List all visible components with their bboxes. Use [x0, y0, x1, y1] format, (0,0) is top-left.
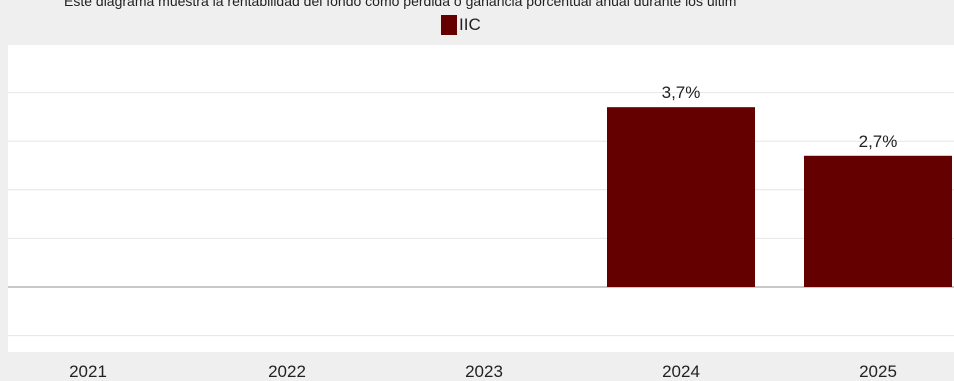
- x-tick-2025: 2025: [859, 362, 897, 381]
- legend-swatch: [441, 15, 457, 35]
- gridlines: [8, 45, 954, 352]
- data-label-2025: 2,7%: [859, 132, 898, 151]
- bar-2025: [804, 155, 952, 287]
- legend: IIC: [441, 14, 481, 36]
- x-tick-2021: 2021: [69, 362, 107, 381]
- legend-label: IIC: [459, 15, 481, 34]
- data-labels: 3,7% 2,7%: [662, 83, 898, 151]
- data-label-2024: 3,7%: [662, 83, 701, 102]
- x-axis-ticks: 2021 2022 2023 2024 2025: [69, 362, 897, 381]
- x-tick-2024: 2024: [662, 362, 700, 381]
- plot-background: [8, 45, 954, 352]
- bars: [607, 107, 952, 288]
- x-tick-2022: 2022: [268, 362, 306, 381]
- chart-caption: Este diagrama muestra la rentabilidad de…: [64, 0, 737, 9]
- x-tick-2023: 2023: [465, 362, 503, 381]
- bar-2024: [607, 107, 755, 288]
